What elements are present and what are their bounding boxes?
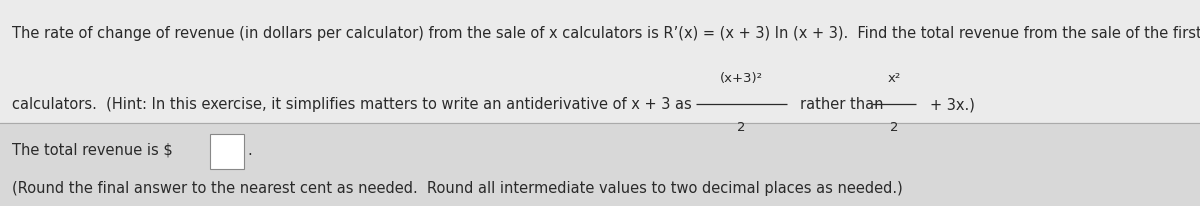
Text: (Round the final answer to the nearest cent as needed.  Round all intermediate v: (Round the final answer to the nearest c… <box>12 180 902 195</box>
Text: The rate of change of revenue (in dollars per calculator) from the sale of x cal: The rate of change of revenue (in dollar… <box>12 26 1200 40</box>
Text: x²: x² <box>887 72 901 85</box>
Bar <box>0 0 1200 124</box>
Text: rather than: rather than <box>800 97 884 111</box>
Text: 2: 2 <box>889 120 899 133</box>
Bar <box>210 134 244 169</box>
Bar <box>0 124 1200 206</box>
Text: + 3x.): + 3x.) <box>930 97 974 111</box>
Text: .: . <box>247 142 252 157</box>
Text: calculators.  (Hint: In this exercise, it simplifies matters to write an antider: calculators. (Hint: In this exercise, it… <box>12 97 691 111</box>
Text: 2: 2 <box>737 120 746 133</box>
Text: The total revenue is $: The total revenue is $ <box>12 142 173 157</box>
Text: (x+3)²: (x+3)² <box>720 72 763 85</box>
